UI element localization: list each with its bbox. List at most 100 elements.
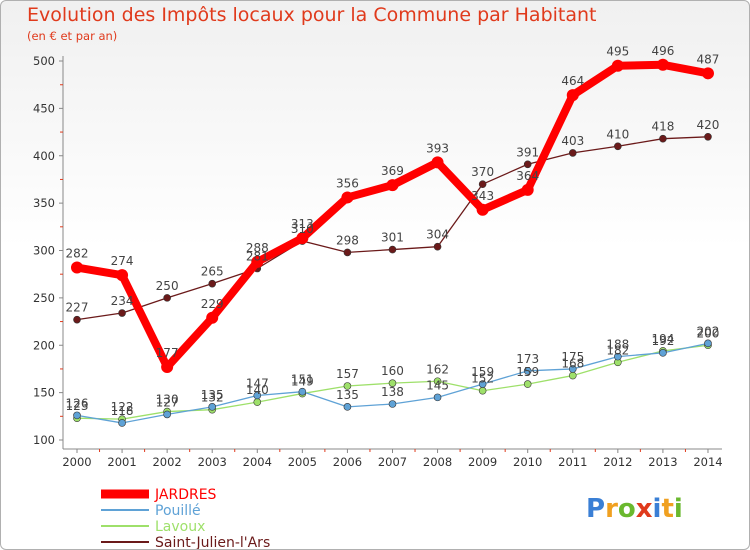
data-label: 175 <box>561 350 584 364</box>
data-point <box>568 365 577 373</box>
data-label: 168 <box>561 357 584 371</box>
data-point <box>433 393 442 402</box>
data-label: 288 <box>246 241 269 255</box>
data-point <box>343 248 352 257</box>
data-label: 135 <box>336 388 359 402</box>
logo-letter: i <box>653 494 662 524</box>
data-point <box>163 294 171 302</box>
data-label: 127 <box>156 395 179 409</box>
x-tick-label: 2011 <box>558 455 587 469</box>
data-label: 182 <box>606 343 629 357</box>
proxiti-logo: Proxiti <box>586 494 683 524</box>
x-tick-label: 2010 <box>513 455 542 469</box>
data-label: 157 <box>336 367 359 381</box>
data-label: 151 <box>291 373 314 387</box>
legend-label: JARDRES <box>154 487 217 503</box>
logo-letter: r <box>605 494 618 524</box>
data-point <box>163 410 171 419</box>
data-label: 140 <box>246 383 269 397</box>
data-label: 418 <box>651 120 674 134</box>
data-label: 227 <box>66 301 89 315</box>
data-point <box>614 142 622 151</box>
data-point <box>386 179 399 192</box>
y-tick-label: 350 <box>33 196 55 210</box>
logo-letter: t <box>661 494 673 524</box>
data-point <box>521 183 534 196</box>
y-tick-label: 200 <box>33 338 55 352</box>
data-point <box>298 387 307 396</box>
data-label: 200 <box>697 326 720 340</box>
logo-letter: x <box>636 494 653 524</box>
data-point <box>208 403 217 411</box>
data-label: 282 <box>66 247 89 261</box>
data-point <box>659 349 667 357</box>
data-point <box>118 309 126 317</box>
data-point <box>343 382 352 390</box>
data-label: 313 <box>291 217 314 231</box>
data-label: 147 <box>246 376 269 390</box>
data-label: 160 <box>381 364 404 378</box>
data-point <box>73 411 81 420</box>
data-point <box>388 379 397 387</box>
data-label: 364 <box>516 169 539 183</box>
data-label: 123 <box>66 399 89 413</box>
x-tick-label: 2007 <box>378 455 407 469</box>
data-point <box>71 261 83 274</box>
data-point <box>659 134 667 143</box>
x-tick-label: 2014 <box>693 455 722 469</box>
data-point <box>476 203 489 216</box>
data-label: 370 <box>471 165 494 179</box>
data-point <box>433 377 442 386</box>
data-label: 496 <box>651 44 674 58</box>
data-label: 250 <box>156 279 179 293</box>
data-label: 298 <box>336 233 359 247</box>
data-point <box>296 232 309 245</box>
x-tick-label: 2012 <box>603 455 632 469</box>
data-label: 393 <box>426 141 449 155</box>
logo-letter: P <box>586 494 605 524</box>
x-tick-label: 2000 <box>62 455 91 469</box>
y-tick-label: 150 <box>33 386 55 400</box>
data-label: 343 <box>471 189 494 203</box>
data-point <box>388 400 397 408</box>
legend-label: Lavoux <box>155 519 205 535</box>
data-label: 130 <box>156 393 179 407</box>
logo-letter: o <box>618 494 636 524</box>
data-label: 126 <box>66 396 89 410</box>
data-label: 265 <box>201 265 224 279</box>
data-label: 159 <box>471 365 494 379</box>
data-label: 234 <box>111 294 134 308</box>
data-point <box>568 149 577 157</box>
x-tick-label: 2001 <box>107 455 136 469</box>
data-label: 310 <box>291 222 314 236</box>
x-tick-label: 2003 <box>198 455 227 469</box>
data-label: 162 <box>426 362 449 376</box>
data-point <box>523 367 532 375</box>
data-point <box>478 380 487 388</box>
data-point <box>611 59 624 72</box>
y-tick-label: 500 <box>33 54 55 68</box>
chart-subtitle: (en € et par an) <box>27 29 118 43</box>
data-label: 274 <box>111 254 134 268</box>
legend-label: Pouillé <box>155 503 201 519</box>
data-point <box>161 361 174 374</box>
data-point <box>208 279 217 288</box>
data-point <box>568 371 577 380</box>
x-tick-label: 2005 <box>288 455 317 469</box>
data-point <box>523 160 532 169</box>
data-label: 304 <box>426 228 449 242</box>
data-label: 194 <box>651 332 674 346</box>
data-label: 356 <box>336 176 359 190</box>
data-point <box>478 386 487 395</box>
legend-label: Saint-Julien-l'Ars <box>155 535 270 550</box>
data-label: 149 <box>291 375 314 389</box>
data-point <box>341 191 354 204</box>
data-point <box>478 180 487 188</box>
chart-title: Evolution des Impôts locaux pour la Comm… <box>27 4 597 26</box>
data-point <box>116 269 129 282</box>
data-point <box>388 245 397 254</box>
data-label: 145 <box>426 378 449 392</box>
data-point <box>433 242 442 251</box>
